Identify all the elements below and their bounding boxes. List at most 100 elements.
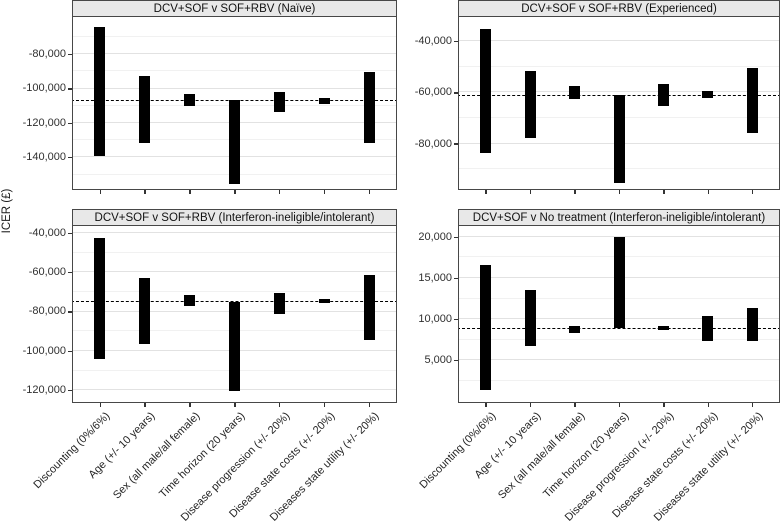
y-tick-mark bbox=[68, 232, 72, 234]
x-tick-mark bbox=[368, 190, 371, 194]
tornado-bar bbox=[318, 298, 330, 303]
gridline-major bbox=[73, 87, 396, 89]
y-tick-mark bbox=[68, 271, 72, 274]
tornado-bar bbox=[480, 265, 492, 391]
tornado-bar bbox=[702, 315, 714, 342]
tornado-bar bbox=[273, 91, 285, 113]
x-tick-mark bbox=[144, 403, 146, 407]
y-tick-label: 10,000 bbox=[418, 313, 452, 325]
y-tick-label: -80,000 bbox=[28, 48, 66, 61]
x-tick-mark bbox=[574, 190, 576, 194]
gridline-major bbox=[459, 91, 779, 93]
tornado-bar bbox=[139, 278, 151, 344]
tornado-bar bbox=[746, 68, 758, 133]
dashed-baseline bbox=[459, 327, 779, 329]
y-tick-label: 20,000 bbox=[418, 230, 452, 243]
facet-panel-experienced: DCV+SOF v SOF+RBV (Experienced) bbox=[458, 0, 780, 190]
gridline-minor bbox=[459, 338, 779, 340]
y-tick-label: -40,000 bbox=[414, 35, 452, 47]
tornado-bar bbox=[318, 97, 330, 104]
y-tick-label: -40,000 bbox=[28, 226, 66, 239]
gridline-major bbox=[459, 359, 779, 361]
y-tick-mark bbox=[68, 88, 72, 90]
x-tick-mark bbox=[485, 403, 487, 407]
y-tick-label: -60,000 bbox=[28, 266, 66, 279]
tornado-bar bbox=[613, 236, 625, 328]
y-tick-label: -100,000 bbox=[22, 344, 66, 357]
tornado-bar bbox=[273, 292, 285, 314]
x-tick-mark bbox=[574, 403, 576, 407]
x-tick-mark bbox=[368, 403, 371, 407]
y-tick-label: -120,000 bbox=[22, 116, 66, 129]
y-axis-title: ICER (£) bbox=[1, 188, 13, 234]
facet-panel-naive: DCV+SOF v SOF+RBV (Naïve) bbox=[72, 0, 397, 190]
tornado-bar bbox=[569, 86, 581, 100]
x-tick-mark bbox=[279, 403, 281, 407]
panel-title: DCV+SOF v SOF+RBV (Experienced) bbox=[521, 2, 717, 15]
panel-title-strip: DCV+SOF v SOF+RBV (Naïve) bbox=[72, 0, 397, 17]
y-tick-mark bbox=[454, 40, 458, 43]
panel-title: DCV+SOF v No treatment (Interferon-ineli… bbox=[472, 211, 766, 224]
dashed-baseline bbox=[73, 300, 396, 302]
y-tick-mark bbox=[68, 157, 72, 159]
x-tick-mark bbox=[189, 403, 191, 407]
x-tick-mark bbox=[663, 190, 665, 194]
y-tick-mark bbox=[454, 143, 458, 145]
panel-title-strip: DCV+SOF v SOF+RBV (Experienced) bbox=[458, 0, 780, 17]
x-tick-mark bbox=[234, 190, 236, 194]
y-tick-mark bbox=[68, 311, 72, 313]
x-tick-mark bbox=[707, 403, 709, 407]
y-tick-label: -80,000 bbox=[28, 305, 66, 318]
y-tick-label: 15,000 bbox=[418, 271, 452, 284]
tornado-bar bbox=[524, 290, 536, 347]
panel-title-strip: DCV+SOF v No treatment (Interferon-ineli… bbox=[458, 209, 780, 226]
gridline-minor bbox=[73, 290, 396, 292]
y-tick-label: -60,000 bbox=[414, 86, 452, 99]
tornado-bar bbox=[480, 28, 492, 154]
tornado-bar bbox=[184, 93, 196, 106]
tornado-bar bbox=[746, 308, 758, 342]
y-tick-label: 5,000 bbox=[424, 354, 452, 367]
x-tick-mark bbox=[618, 403, 621, 407]
x-tick-mark bbox=[279, 190, 281, 194]
panel-title: DCV+SOF v SOF+RBV (Interferon-ineligible… bbox=[94, 211, 375, 224]
x-tick-mark bbox=[234, 403, 236, 407]
panel-title-strip: DCV+SOF v SOF+RBV (Interferon-ineligible… bbox=[72, 209, 397, 226]
gridline-minor bbox=[73, 70, 396, 72]
y-tick-mark bbox=[454, 359, 458, 362]
x-tick-mark bbox=[485, 190, 487, 194]
x-tick-mark bbox=[752, 190, 754, 194]
y-tick-mark bbox=[68, 350, 72, 352]
y-tick-mark bbox=[454, 236, 458, 238]
tornado-bar bbox=[229, 100, 240, 184]
x-tick-mark bbox=[99, 403, 101, 407]
tornado-bar bbox=[94, 237, 106, 359]
tornado-bar bbox=[657, 83, 669, 106]
y-tick-mark bbox=[68, 53, 72, 56]
plot-area bbox=[458, 226, 780, 403]
y-tick-label: -140,000 bbox=[22, 151, 66, 164]
gridline-major bbox=[459, 40, 779, 42]
plot-area bbox=[458, 17, 780, 190]
tornado-bar bbox=[613, 95, 625, 183]
y-tick-label: -80,000 bbox=[414, 137, 452, 150]
facet-panel-ineligible-sofrbv: DCV+SOF v SOF+RBV (Interferon-ineligible… bbox=[72, 209, 397, 403]
tornado-bar bbox=[524, 70, 536, 138]
gridline-minor bbox=[73, 251, 396, 253]
gridline-major bbox=[459, 235, 779, 237]
tornado-bar bbox=[139, 76, 151, 143]
y-tick-label: -100,000 bbox=[22, 82, 66, 95]
tornado-bar bbox=[657, 325, 669, 330]
y-tick-mark bbox=[454, 277, 458, 280]
y-tick-mark bbox=[68, 122, 72, 124]
x-tick-mark bbox=[618, 190, 621, 194]
y-tick-mark bbox=[68, 389, 72, 392]
gridline-major bbox=[73, 53, 396, 55]
gridline-minor bbox=[459, 379, 779, 381]
y-tick-label: -120,000 bbox=[22, 384, 66, 397]
x-tick-mark bbox=[529, 403, 532, 407]
x-tick-mark bbox=[707, 190, 709, 194]
tornado-bar bbox=[229, 301, 240, 392]
x-tick-mark bbox=[752, 403, 754, 407]
gridline-major bbox=[73, 231, 396, 233]
